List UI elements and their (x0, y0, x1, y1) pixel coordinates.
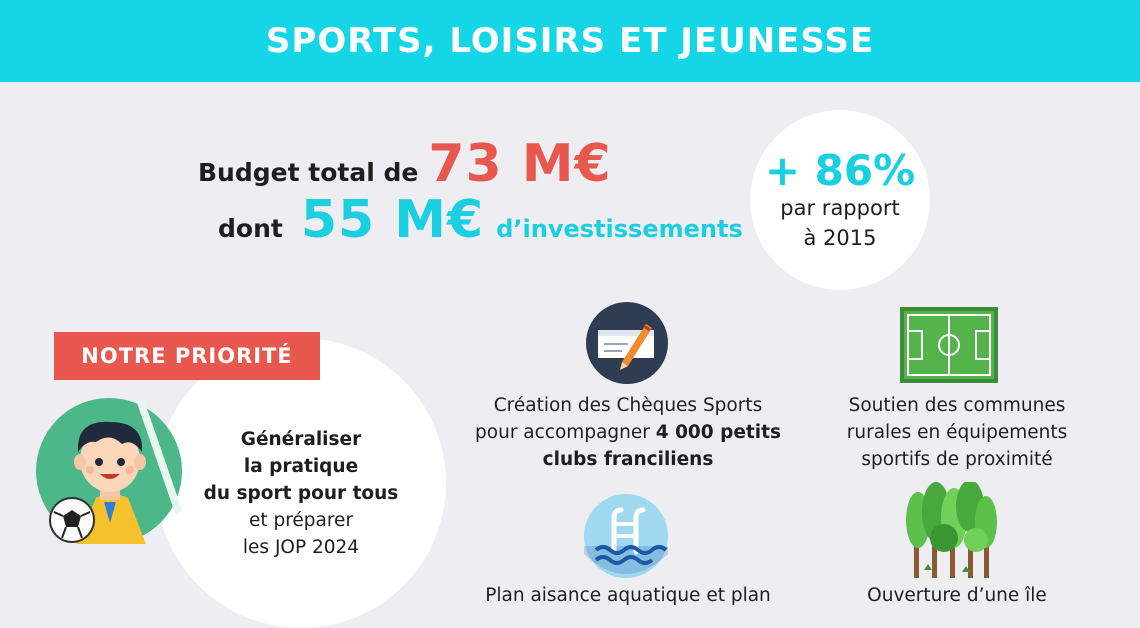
feature-ile: Ouverture d’une île (814, 582, 1100, 609)
growth-value: + 86% (764, 146, 916, 195)
header-banner: SPORTS, LOISIRS ET JEUNESSE (0, 0, 1140, 82)
feature-communes-line-2: rurales en équipements (846, 422, 1068, 443)
feature-communes-line-3: sportifs de proximité (861, 449, 1053, 470)
growth-circle: + 86% par rapport à 2015 (750, 110, 930, 290)
feature-cheques-line-1: Création des Chèques Sports (493, 395, 763, 416)
feature-cheques: Création des Chèques Sports pour accompa… (440, 392, 816, 473)
priority-text: Généraliser la pratique du sport pour to… (176, 426, 426, 561)
budget-investment-line: dont 55 M€ d’investissements (218, 190, 743, 250)
budget-total-value: 73 M€ (428, 134, 612, 194)
growth-caption-2: à 2015 (803, 226, 877, 250)
priority-line-4: et préparer (248, 510, 354, 531)
page-title: SPORTS, LOISIRS ET JEUNESSE (265, 21, 875, 61)
feature-cheques-line-3: clubs franciliens (440, 446, 816, 473)
priority-badge: NOTRE PRIORITÉ (54, 332, 320, 380)
cheque-pen-icon (586, 302, 668, 384)
priority-line-2: la pratique (243, 456, 359, 477)
swimming-pool-ladder-icon (584, 494, 668, 578)
budget-total-line: Budget total de 73 M€ (198, 134, 612, 194)
budget-investment-suffix: d’investissements (496, 215, 743, 243)
budget-investment-value: 55 M€ (300, 190, 485, 250)
feature-cheques-line-2-bold: 4 000 petits (655, 422, 781, 443)
priority-line-1: Généraliser (240, 429, 362, 450)
priority-circle (156, 338, 446, 628)
growth-caption-1: par rapport (780, 196, 900, 220)
feature-aquatique-line-1: Plan aisance aquatique et plan (485, 585, 771, 606)
football-field-icon (900, 307, 998, 383)
priority-line-5: les JOP 2024 (242, 537, 360, 558)
feature-ile-line-1: Ouverture d’une île (867, 585, 1047, 606)
priority-badge-label: NOTRE PRIORITÉ (81, 344, 293, 368)
forest-trees-icon (906, 482, 997, 578)
feature-cheques-line-3-bold: clubs franciliens (542, 449, 714, 470)
feature-communes: Soutien des communes rurales en équipeme… (814, 392, 1100, 473)
budget-investment-label: dont (218, 214, 283, 243)
feature-communes-line-1: Soutien des communes (848, 395, 1066, 416)
feature-aquatique: Plan aisance aquatique et plan (440, 582, 816, 609)
feature-cheques-line-2-text: pour accompagner (475, 422, 656, 443)
feature-cheques-line-2: pour accompagner 4 000 petits (440, 419, 816, 446)
priority-line-3: du sport pour tous (203, 483, 399, 504)
budget-total-label: Budget total de (198, 158, 419, 187)
kid-soccer-player-icon (36, 398, 182, 544)
